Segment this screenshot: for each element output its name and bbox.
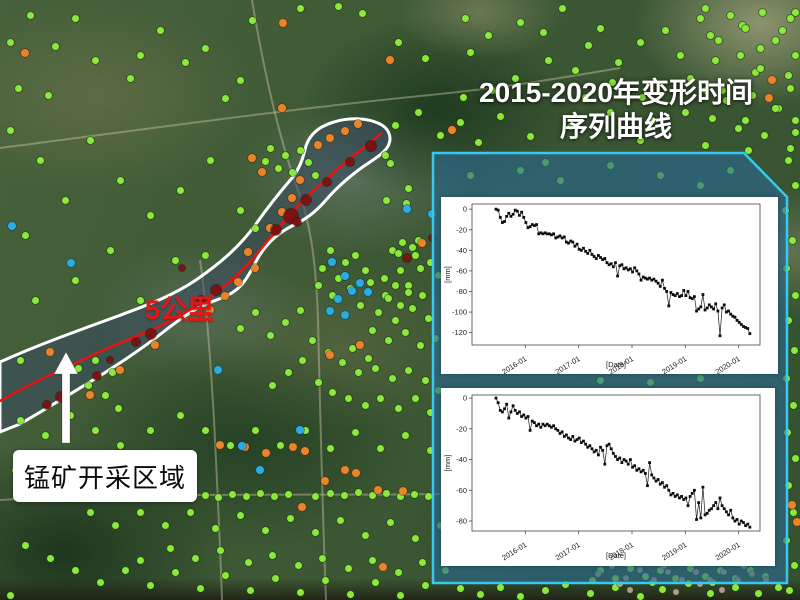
svg-text:2017-01: 2017-01 bbox=[554, 354, 582, 374]
svg-text:2020-01: 2020-01 bbox=[714, 354, 742, 374]
svg-text:-80: -80 bbox=[456, 287, 467, 296]
svg-text:-20: -20 bbox=[456, 225, 467, 234]
panel-title-line1: 2015-2020年变形时间 bbox=[479, 77, 753, 108]
svg-text:[mm]: [mm] bbox=[443, 455, 452, 472]
svg-text:-100: -100 bbox=[452, 308, 467, 317]
svg-text:2020-01: 2020-01 bbox=[714, 540, 742, 562]
scale-label: 5公里 bbox=[145, 295, 215, 325]
svg-text:2016-01: 2016-01 bbox=[500, 540, 528, 562]
svg-text:0: 0 bbox=[463, 205, 467, 214]
svg-text:2019-01: 2019-01 bbox=[660, 540, 688, 562]
svg-text:[Date]: [Date] bbox=[606, 551, 626, 560]
svg-text:-20: -20 bbox=[456, 424, 467, 433]
mining-area-label: 锰矿开采区域 bbox=[13, 450, 197, 502]
time-series-chart-upper: 0 -20 -40 -60 -80 -100 -120 2016-01 2017-01 2018-… bbox=[441, 197, 778, 376]
time-series-chart-lower: 0 -20 -40 -60 -80 2016-01 2017-01 2018-01 2019-0… bbox=[441, 388, 775, 566]
svg-text:[mm]: [mm] bbox=[443, 266, 452, 283]
svg-text:-120: -120 bbox=[452, 328, 467, 337]
svg-text:0: 0 bbox=[463, 394, 467, 403]
svg-text:[Date]: [Date] bbox=[606, 360, 626, 369]
svg-text:2017-01: 2017-01 bbox=[554, 540, 582, 562]
svg-text:-80: -80 bbox=[456, 517, 467, 526]
svg-text:-40: -40 bbox=[456, 246, 467, 255]
svg-text:2016-01: 2016-01 bbox=[500, 354, 528, 374]
panel-title-line2: 序列曲线 bbox=[559, 111, 672, 143]
svg-text:-60: -60 bbox=[456, 266, 467, 275]
svg-text:-40: -40 bbox=[456, 455, 467, 464]
svg-text:-60: -60 bbox=[456, 486, 467, 495]
panel-title: 2015-2020年变形时间 序列曲线 bbox=[440, 76, 792, 144]
svg-text:2019-01: 2019-01 bbox=[660, 354, 688, 374]
